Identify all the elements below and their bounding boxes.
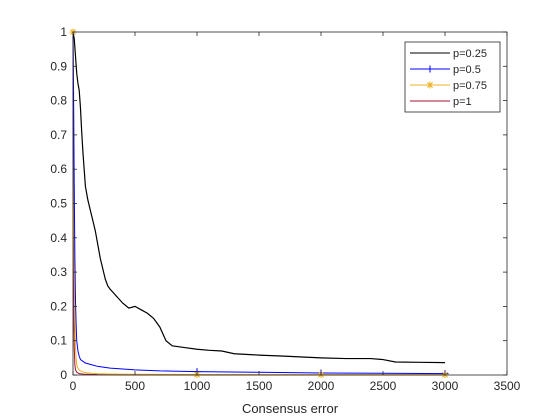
x-tick-label-4: 2000 — [308, 379, 335, 393]
legend-marker-p=0.75 — [426, 81, 434, 89]
y-tick-label-5: 0.5 — [50, 197, 67, 211]
x-tick-label-6: 3000 — [432, 379, 459, 393]
legend-label-p=0.5: p=0.5 — [453, 64, 481, 76]
ticks: 0 500 1000 1500 2000 2500 3000 3500 0 0.1 0.2 0.3 0.… — [50, 25, 520, 393]
y-tick-label-10: 1 — [60, 25, 67, 39]
legend-label-p=0.75: p=0.75 — [453, 80, 487, 92]
y-tick-label-8: 0.8 — [50, 94, 67, 108]
x-tick-label-2: 1000 — [184, 379, 211, 393]
legend-box — [404, 41, 501, 113]
y-tick-label-3: 0.3 — [50, 265, 67, 279]
y-tick-label-7: 0.7 — [50, 128, 67, 142]
y-tick-label-1: 0.1 — [50, 334, 67, 348]
legend-marker-d2-p=0.75 — [427, 82, 433, 88]
y-tick-label-0: 0 — [60, 368, 67, 382]
x-axis-label: Consensus error — [242, 401, 339, 416]
y-tick-label-4: 0.4 — [50, 231, 67, 245]
legend-label-p=0.25: p=0.25 — [453, 48, 487, 60]
x-tick-label-1: 500 — [125, 379, 145, 393]
series-line-p=0.75 — [72, 31, 445, 376]
series-line-p=0.25 — [72, 31, 446, 364]
x-tick-label-3: 1500 — [246, 379, 273, 393]
y-tick-label-9: 0.9 — [50, 59, 67, 73]
x-tick-label-7: 3500 — [494, 379, 521, 393]
legend: p=0.25 p=0.5 p=0.75 p=1 — [404, 41, 501, 113]
legend-marker-p=0.5 — [426, 65, 434, 73]
series-line-p=0.5 — [72, 31, 446, 375]
y-tick-label-2: 0.2 — [50, 299, 67, 313]
x-tick-label-5: 2500 — [370, 379, 397, 393]
y-tick-label-6: 0.6 — [50, 162, 67, 176]
x-tick-label-0: 0 — [70, 379, 77, 393]
legend-label-p=1: p=1 — [453, 96, 472, 108]
